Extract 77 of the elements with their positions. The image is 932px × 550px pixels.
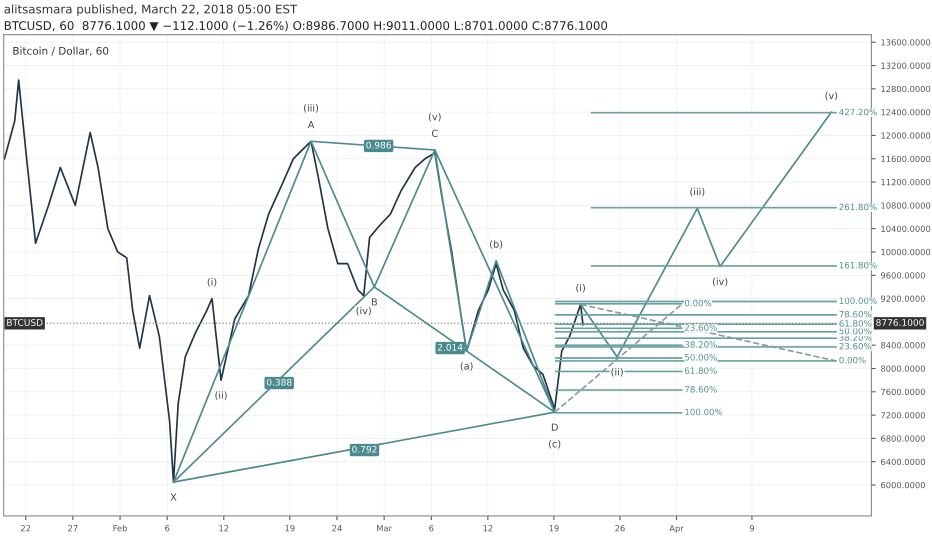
- y-tick-label: 9600.0000: [880, 272, 925, 279]
- annotation: 427.20%: [839, 108, 877, 116]
- annotation: C: [432, 130, 438, 138]
- y-tick-label: 6400.0000: [881, 458, 925, 465]
- annotation: (a): [460, 362, 473, 371]
- annotation: (i): [576, 284, 585, 293]
- y-tick-label: 10400.0000: [881, 226, 930, 232]
- x-tick-label: 12: [219, 525, 228, 532]
- y-tick-label: 8400.0000: [881, 342, 925, 348]
- x-tick-label: 19: [550, 525, 559, 532]
- x-tick-label: 27: [68, 525, 78, 532]
- y-tick-label: 7600.0000: [881, 388, 925, 396]
- x-tick-label: Mar: [377, 525, 392, 532]
- y-tick-label: 7200.0000: [881, 412, 925, 418]
- y-tick-label: 10800.0000: [881, 202, 930, 209]
- annotation: 0.00%: [684, 300, 712, 306]
- x-tick-label: 12: [483, 525, 492, 532]
- annotation: (iv): [356, 306, 371, 316]
- annotation: 261.80%: [839, 204, 877, 210]
- annotation: (v): [826, 92, 838, 100]
- annotation: 100.00%: [840, 297, 877, 304]
- annotation: 0.792: [352, 446, 376, 453]
- annotation: 8776.1000: [876, 319, 924, 326]
- annotation: (ii): [612, 368, 623, 377]
- y-tick-label: 12400.0000: [881, 109, 930, 116]
- x-tick-label: 6: [429, 525, 434, 532]
- annotation: 23.60%: [685, 324, 717, 331]
- annotation: 50.00%: [685, 354, 717, 361]
- chart-subtitle: BTCUSD, 60 8776.1000 ▼ −112.1000 (−1.26%) O:8986.7000 H:9011.0000 L:8701.0000 C:8776.1000: [4, 20, 608, 32]
- annotation: 61.80%: [684, 367, 717, 374]
- y-tick-label: 8000.0000: [881, 365, 925, 372]
- annotation: (ii): [215, 391, 227, 400]
- annotation: (iv): [712, 278, 728, 286]
- annotation: 100.00%: [685, 408, 722, 416]
- y-tick-label: 6800.0000: [881, 435, 925, 442]
- annotation: X: [170, 494, 177, 501]
- y-tick-label: 11600.0000: [881, 156, 930, 162]
- x-tick-label: 9: [750, 525, 754, 532]
- annotation: (v): [428, 112, 441, 122]
- x-tick-label: 6: [165, 525, 170, 532]
- annotation: D: [552, 424, 558, 431]
- y-tick-label: 13200.0000: [881, 62, 930, 69]
- x-tick-label: Apr: [669, 525, 684, 533]
- x-tick-label: Feb: [113, 524, 127, 532]
- y-tick-label: 11200.0000: [881, 179, 930, 186]
- annotation: 2.014: [438, 344, 463, 351]
- annotation: 61.80%: [839, 320, 872, 327]
- annotation: (c): [549, 440, 560, 449]
- annotation: 38.20%: [685, 341, 717, 348]
- annotation: 161.80%: [840, 262, 877, 268]
- ref-line-label: BTCUSD: [7, 319, 43, 326]
- y-tick-label: 6000.0000: [881, 482, 925, 488]
- annotation: 0.00%: [839, 356, 866, 364]
- annotation: 23.60%: [839, 342, 872, 350]
- annotation: 38.20%: [839, 334, 872, 341]
- y-tick-label: 9200.0000: [880, 296, 925, 302]
- annotation: (iii): [690, 188, 704, 196]
- y-tick-label: 10000.0000: [881, 248, 930, 256]
- x-tick-label: 26: [615, 525, 625, 532]
- y-tick-label: 12800.0000: [881, 86, 930, 92]
- annotation: B: [372, 298, 377, 306]
- annotation: Bitcoin / Dollar, 60: [13, 46, 108, 56]
- annotation: 78.60%: [840, 310, 872, 318]
- annotation: 78.60%: [685, 386, 717, 393]
- annotation: A: [308, 121, 314, 128]
- x-tick-label: 24: [332, 525, 342, 532]
- annotation: (iii): [304, 104, 318, 113]
- annotation: 0.388: [266, 378, 292, 386]
- chart-title: alitsasmara published, March 22, 2018 05:00 EST: [4, 4, 298, 16]
- y-tick-label: 13600.0000: [881, 39, 930, 46]
- annotation: 0.986: [366, 142, 391, 149]
- y-tick-label: 12000.0000: [881, 132, 930, 139]
- annotation: (i): [208, 278, 216, 287]
- x-tick-label: 22: [21, 525, 30, 532]
- annotation: 50.00%: [839, 328, 872, 334]
- x-tick-label: 19: [285, 525, 295, 532]
- annotation: (b): [490, 240, 502, 249]
